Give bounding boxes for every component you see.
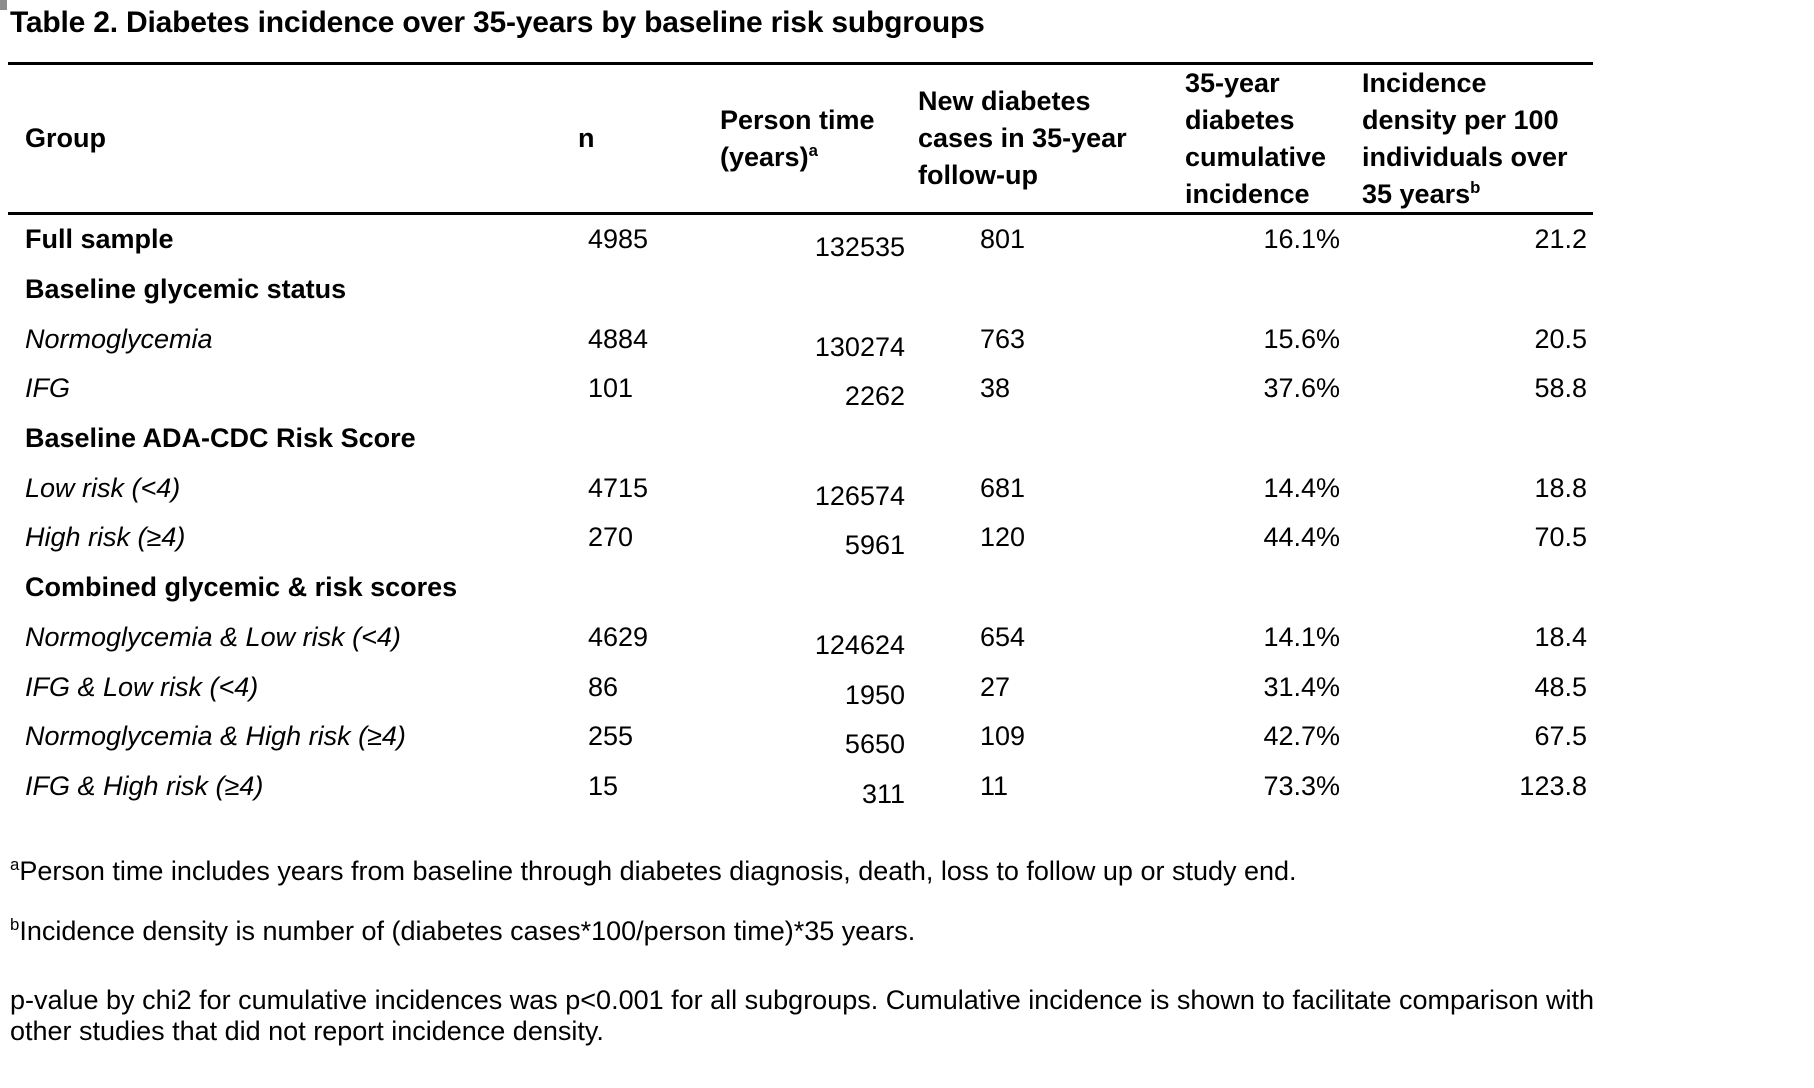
superscript-b: b	[1470, 177, 1481, 197]
screen-corner-artifact	[0, 0, 7, 10]
person-time-value: 126574	[814, 480, 905, 511]
new-cases-value: 681	[980, 472, 1026, 503]
person-time-value: 1950	[844, 679, 905, 710]
column-header-cumulative-incidence: 35-year diabetes cumulative incidence	[1185, 67, 1327, 209]
person-time-value: 2262	[844, 381, 905, 412]
table-body: Full sample 4985 132535 801 16.1% 21.2 B…	[8, 215, 1593, 811]
n-value: 4884	[588, 323, 649, 354]
table-row-normoglycemia-low-risk: Normoglycemia & Low risk (<4) 4629 12462…	[8, 613, 1593, 663]
incidence-density-value: 48.5	[1534, 671, 1587, 702]
new-cases-value: 654	[980, 621, 1026, 652]
cumulative-incidence-value: 31.4%	[1263, 671, 1340, 702]
table-row-ifg-high-risk: IFG & High risk (≥4) 15 311 11 73.3% 123…	[8, 762, 1593, 812]
footnote-a-marker: a	[10, 855, 20, 874]
column-header-group: Group	[25, 123, 106, 153]
table-row-low-risk: Low risk (<4) 4715 126574 681 14.4% 18.8	[8, 463, 1593, 513]
group-label: High risk (≥4)	[25, 522, 186, 553]
incidence-density-value: 67.5	[1534, 721, 1587, 752]
footnote-pvalue-line-1: p-value by chi2 for cumulative incidence…	[10, 985, 1595, 1015]
table-row-normoglycemia-high-risk: Normoglycemia & High risk (≥4) 255 5650 …	[8, 712, 1593, 762]
table-row-high-risk: High risk (≥4) 270 5961 120 44.4% 70.5	[8, 513, 1593, 563]
group-label: IFG & High risk (≥4)	[25, 770, 264, 801]
n-value: 86	[588, 671, 619, 702]
group-label: Full sample	[25, 224, 174, 255]
incidence-density-value: 58.8	[1534, 373, 1587, 404]
new-cases-value: 11	[980, 770, 1009, 801]
group-label: IFG & Low risk (<4)	[25, 671, 259, 702]
footnote-pvalue-line-2: other studies that did not report incide…	[10, 1016, 604, 1046]
section-label: Baseline glycemic status	[25, 274, 347, 305]
table-row-ifg: IFG 101 2262 38 37.6% 58.8	[8, 364, 1593, 414]
incidence-density-value: 20.5	[1534, 323, 1587, 354]
new-cases-value: 27	[980, 671, 1011, 702]
column-header-n: n	[578, 123, 595, 153]
table-row-ifg-low-risk: IFG & Low risk (<4) 86 1950 27 31.4% 48.…	[8, 662, 1593, 712]
incidence-density-value: 21.2	[1534, 224, 1587, 255]
new-cases-value: 801	[980, 224, 1026, 255]
section-row-baseline-glycemic-status: Baseline glycemic status	[8, 265, 1593, 315]
footnote-pvalue: p-value by chi2 for cumulative incidence…	[10, 985, 1802, 1047]
column-header-incidence-density: Incidence density per 100 individuals ov…	[1362, 67, 1568, 209]
footnote-b: bIncidence density is number of (diabete…	[10, 916, 1802, 947]
new-cases-value: 763	[980, 323, 1026, 354]
n-value: 15	[588, 770, 619, 801]
cumulative-incidence-value: 73.3%	[1263, 770, 1340, 801]
column-header-person-time: Person time (years)a	[720, 104, 875, 172]
group-label: Normoglycemia	[25, 323, 213, 354]
footnote-b-marker: b	[10, 915, 20, 934]
incidence-density-value: 123.8	[1519, 770, 1587, 801]
person-time-value: 124624	[814, 629, 905, 660]
new-cases-value: 120	[980, 522, 1026, 553]
new-cases-value: 109	[980, 721, 1026, 752]
group-label: Low risk (<4)	[25, 472, 181, 503]
column-header-new-cases: New diabetes cases in 35-year follow-up	[918, 86, 1127, 190]
n-value: 4985	[588, 224, 649, 255]
group-label: Normoglycemia & High risk (≥4)	[25, 721, 406, 752]
section-row-baseline-ada-cdc-risk-score: Baseline ADA-CDC Risk Score	[8, 414, 1593, 464]
cumulative-incidence-value: 37.6%	[1263, 373, 1340, 404]
footnote-b-text: Incidence density is number of (diabetes…	[19, 916, 916, 946]
n-value: 270	[588, 522, 634, 553]
n-value: 255	[588, 721, 634, 752]
n-value: 4629	[588, 621, 649, 652]
group-label: IFG	[25, 373, 70, 404]
table-title: Table 2. Diabetes incidence over 35-year…	[10, 6, 985, 39]
table-row-full-sample: Full sample 4985 132535 801 16.1% 21.2	[8, 215, 1593, 265]
incidence-density-value: 70.5	[1534, 522, 1587, 553]
person-time-value: 5961	[844, 530, 905, 561]
section-label: Combined glycemic & risk scores	[25, 572, 458, 603]
superscript-a: a	[808, 140, 818, 160]
person-time-value: 5650	[844, 729, 905, 760]
table-header-row: Group n Person time (years)a New diabete…	[8, 62, 1593, 215]
diabetes-incidence-table: Group n Person time (years)a New diabete…	[8, 62, 1593, 811]
incidence-density-value: 18.4	[1534, 621, 1587, 652]
section-row-combined-glycemic-risk-scores: Combined glycemic & risk scores	[8, 563, 1593, 613]
cumulative-incidence-value: 15.6%	[1263, 323, 1340, 354]
n-value: 101	[588, 373, 634, 404]
section-label: Baseline ADA-CDC Risk Score	[25, 423, 416, 454]
person-time-value: 130274	[814, 331, 905, 362]
n-value: 4715	[588, 472, 649, 503]
cumulative-incidence-value: 14.1%	[1263, 621, 1340, 652]
footnote-a-text: Person time includes years from baseline…	[19, 856, 1297, 886]
table-row-normoglycemia: Normoglycemia 4884 130274 763 15.6% 20.5	[8, 314, 1593, 364]
group-label: Normoglycemia & Low risk (<4)	[25, 621, 401, 652]
person-time-value: 132535	[814, 232, 905, 263]
footnote-a: aPerson time includes years from baselin…	[10, 856, 1802, 887]
cumulative-incidence-value: 44.4%	[1263, 522, 1340, 553]
new-cases-value: 38	[980, 373, 1011, 404]
cumulative-incidence-value: 16.1%	[1263, 224, 1340, 255]
cumulative-incidence-value: 42.7%	[1263, 721, 1340, 752]
person-time-value: 311	[861, 778, 905, 809]
incidence-density-value: 18.8	[1534, 472, 1587, 503]
cumulative-incidence-value: 14.4%	[1263, 472, 1340, 503]
